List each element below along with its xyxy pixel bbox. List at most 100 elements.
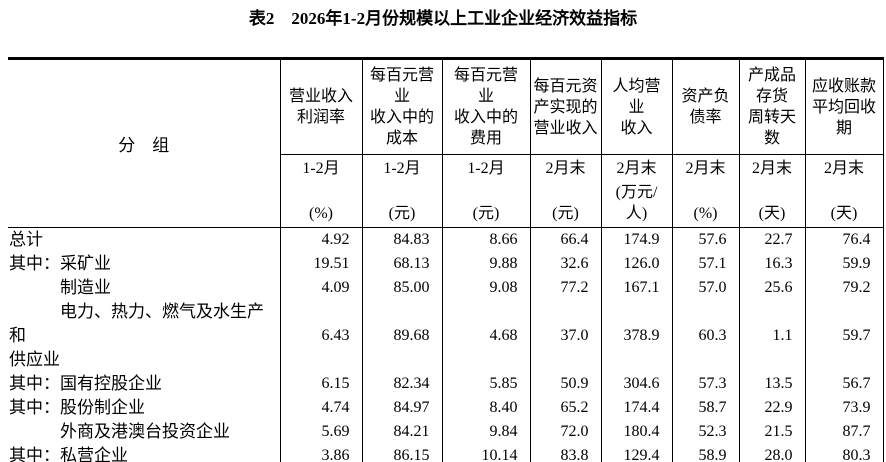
unit-label: (元) xyxy=(552,205,579,222)
value-cell: 4.68 xyxy=(442,300,531,372)
value-cell: 32.6 xyxy=(530,252,602,276)
row-label: 总计 xyxy=(8,227,281,252)
value-cell: 5.69 xyxy=(280,420,363,444)
value-cell: 6.15 xyxy=(280,372,363,396)
value-cell: 57.3 xyxy=(672,372,740,396)
value-cell: 180.4 xyxy=(601,420,673,444)
subheader-cost: 1-2月 (元) xyxy=(362,154,443,228)
unit-label: (元) xyxy=(472,205,500,222)
subheader-revenue-per-capita: 2月末 (万元/ 人) xyxy=(601,154,673,228)
col-header-revenue-per-capita: 人均营 业 收入 xyxy=(601,58,673,155)
value-cell: 9.08 xyxy=(442,276,531,300)
row-label: 其中：采矿业 xyxy=(8,252,281,276)
table-row-state-holding: 其中：国有控股企业 6.15 82.34 5.85 50.9 304.6 57.… xyxy=(8,372,884,396)
value-cell: 73.9 xyxy=(805,396,884,420)
value-cell: 86.15 xyxy=(362,444,443,462)
table-row-private: 其中：私营企业 3.86 86.15 10.14 83.8 129.4 58.9… xyxy=(8,444,884,462)
value-cell: 72.0 xyxy=(530,420,602,444)
value-cell: 10.14 xyxy=(442,444,531,462)
group-column-header: 分 组 xyxy=(8,58,281,228)
value-cell: 57.0 xyxy=(672,276,740,300)
col-header-finished-goods-turnover-days: 产成品 存货 周转天 数 xyxy=(739,58,806,155)
value-cell: 84.83 xyxy=(362,227,443,252)
value-cell: 28.0 xyxy=(739,444,806,462)
value-cell: 9.84 xyxy=(442,420,531,444)
row-label: 制造业 xyxy=(8,276,281,300)
value-cell: 84.97 xyxy=(362,396,443,420)
value-cell: 79.2 xyxy=(805,276,884,300)
value-cell: 87.7 xyxy=(805,420,884,444)
value-cell: 82.34 xyxy=(362,372,443,396)
table-row-utilities: 电力、热力、燃气及水生产和 供应业 6.43 89.68 4.68 37.0 3… xyxy=(8,300,884,372)
unit-label: (元) xyxy=(388,205,416,222)
period-label: 2月末 xyxy=(685,160,726,177)
value-cell: 13.5 xyxy=(739,372,806,396)
subheader-liability-ratio: 2月末 (%) xyxy=(672,154,740,228)
value-cell: 68.13 xyxy=(362,252,443,276)
value-cell: 304.6 xyxy=(601,372,673,396)
value-cell: 57.1 xyxy=(672,252,740,276)
value-cell: 9.88 xyxy=(442,252,531,276)
value-cell: 129.4 xyxy=(601,444,673,462)
value-cell: 174.4 xyxy=(601,396,673,420)
col-header-operating-revenue-profit-margin: 营业收入 利润率 xyxy=(280,58,363,155)
table-row-mining: 其中：采矿业 19.51 68.13 9.88 32.6 126.0 57.1 … xyxy=(8,252,884,276)
value-cell: 8.66 xyxy=(442,227,531,252)
value-cell: 65.2 xyxy=(530,396,602,420)
value-cell: 37.0 xyxy=(530,300,602,372)
period-label: 2月末 xyxy=(823,160,864,177)
col-header-asset-liability-ratio: 资产负 债率 xyxy=(672,58,740,155)
value-cell: 89.68 xyxy=(362,300,443,372)
unit-label: (万元/ 人) xyxy=(615,184,658,222)
value-cell: 1.1 xyxy=(739,300,806,372)
period-label: 1-2月 xyxy=(302,160,340,177)
period-label: 1-2月 xyxy=(383,160,421,177)
value-cell: 5.85 xyxy=(442,372,531,396)
value-cell: 25.6 xyxy=(739,276,806,300)
subheader-expense: 1-2月 (元) xyxy=(442,154,531,228)
value-cell: 22.7 xyxy=(739,227,806,252)
value-cell: 59.7 xyxy=(805,300,884,372)
header-period-unit-row: 1-2月 (%) 1-2月 (元) 1-2月 (元) 2月末 (元) 2月末 (万元/ 人… xyxy=(8,154,884,228)
period-label: 1-2月 xyxy=(467,160,505,177)
table-row-foreign-invested: 外商及港澳台投资企业 5.69 84.21 9.84 72.0 180.4 52… xyxy=(8,420,884,444)
value-cell: 174.9 xyxy=(601,227,673,252)
value-cell: 19.51 xyxy=(280,252,363,276)
value-cell: 85.00 xyxy=(362,276,443,300)
table-row-shareholding: 其中：股份制企业 4.74 84.97 8.40 65.2 174.4 58.7… xyxy=(8,396,884,420)
col-header-receivables-collection-period: 应收账款 平均回收 期 xyxy=(805,58,884,155)
value-cell: 80.3 xyxy=(805,444,884,462)
subheader-profit-margin: 1-2月 (%) xyxy=(280,154,363,228)
row-label: 电力、热力、燃气及水生产和 供应业 xyxy=(8,300,281,372)
value-cell: 83.8 xyxy=(530,444,602,462)
row-label: 外商及港澳台投资企业 xyxy=(8,420,281,444)
unit-label: (%) xyxy=(309,205,333,222)
header-title-row: 分 组 营业收入 利润率 每百元营 业 收入中的 成本 每百元营 业 收入中的 … xyxy=(8,58,884,228)
value-cell: 21.5 xyxy=(739,420,806,444)
value-cell: 8.40 xyxy=(442,396,531,420)
table-row-total: 总计 4.92 84.83 8.66 66.4 174.9 57.6 22.7 … xyxy=(8,227,884,252)
row-label: 其中：股份制企业 xyxy=(8,396,281,420)
row-label: 其中：私营企业 xyxy=(8,444,281,462)
value-cell: 378.9 xyxy=(601,300,673,372)
value-cell: 4.74 xyxy=(280,396,363,420)
subheader-revenue-per-assets: 2月末 (元) xyxy=(530,154,602,228)
subheader-collection-period: 2月末 (天) xyxy=(805,154,884,228)
value-cell: 3.86 xyxy=(280,444,363,462)
row-label: 其中：国有控股企业 xyxy=(8,372,281,396)
value-cell: 66.4 xyxy=(530,227,602,252)
page-title: 表2 2026年1-2月份规模以上工业企业经济效益指标 xyxy=(248,9,638,28)
period-label: 2月末 xyxy=(751,160,792,177)
value-cell: 77.2 xyxy=(530,276,602,300)
unit-label: (天) xyxy=(758,205,786,222)
table-header: 分 组 营业收入 利润率 每百元营 业 收入中的 成本 每百元营 业 收入中的 … xyxy=(8,58,884,228)
value-cell: 57.6 xyxy=(672,227,740,252)
value-cell: 22.9 xyxy=(739,396,806,420)
value-cell: 58.7 xyxy=(672,396,740,420)
value-cell: 50.9 xyxy=(530,372,602,396)
col-header-cost-per-100-yuan-revenue: 每百元营 业 收入中的 成本 xyxy=(362,58,443,155)
subheader-turnover-days: 2月末 (天) xyxy=(739,154,806,228)
value-cell: 4.92 xyxy=(280,227,363,252)
table-row-manufacturing: 制造业 4.09 85.00 9.08 77.2 167.1 57.0 25.6… xyxy=(8,276,884,300)
value-cell: 167.1 xyxy=(601,276,673,300)
